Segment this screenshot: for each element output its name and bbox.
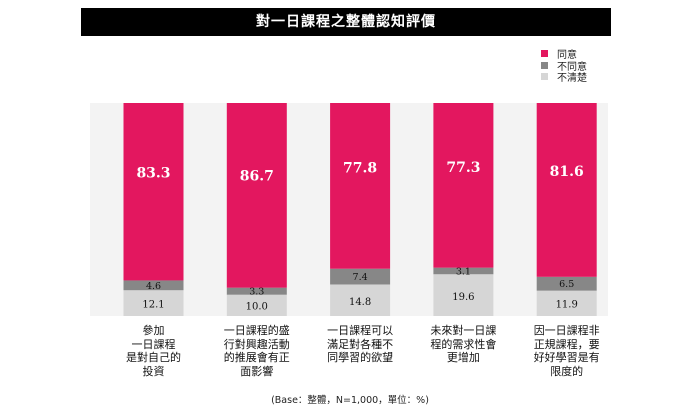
category-label-2: 一日課程的盛 行對興趣活動 的推展會有正 面影響 <box>223 324 290 378</box>
data-label-agree-3: 77.8 <box>343 161 377 177</box>
data-label-unsure-2: 10.0 <box>246 301 268 312</box>
chart-title: 對一日課程之整體認知評價 <box>81 8 611 36</box>
chart-footnote: (Base：整體，N=1,000，單位：%) <box>271 395 429 406</box>
bar-disagree-5 <box>536 276 597 291</box>
bar-agree-1 <box>123 103 184 281</box>
legend-swatch-disagree <box>541 61 548 69</box>
data-label-agree-5: 81.6 <box>550 164 584 180</box>
bar-agree-3 <box>330 103 391 269</box>
legend-label-unsure: 不清楚 <box>557 73 587 85</box>
legend-label-disagree: 不同意 <box>557 61 587 73</box>
data-label-agree-4: 77.3 <box>446 160 480 176</box>
data-label-disagree-5: 6.5 <box>559 279 574 290</box>
bar-disagree-2 <box>226 287 287 295</box>
data-label-unsure-4: 19.6 <box>452 292 474 303</box>
bar-agree-2 <box>226 103 287 288</box>
bar-unsure-1 <box>123 290 184 316</box>
data-label-disagree-3: 7.4 <box>353 272 368 283</box>
bar-unsure-5 <box>536 290 597 316</box>
data-label-unsure-3: 14.8 <box>349 297 371 308</box>
bar-disagree-3 <box>330 268 391 285</box>
bar-disagree-1 <box>123 280 184 291</box>
legend-item-unsure: 不清楚 <box>541 71 587 85</box>
data-label-disagree-4: 3.1 <box>456 266 471 277</box>
bar-unsure-4 <box>433 274 494 316</box>
bar-disagree-4 <box>433 267 494 275</box>
data-label-agree-2: 86.7 <box>240 169 274 185</box>
data-label-unsure-1: 12.1 <box>142 299 164 310</box>
category-label-5: 因一日課程非 正規課程，要 好好學習是有 限度的 <box>533 324 600 378</box>
legend-swatch-unsure <box>541 73 548 81</box>
bar-agree-5 <box>536 103 597 277</box>
data-label-disagree-1: 4.6 <box>146 281 161 292</box>
legend-swatch-agree <box>541 50 548 58</box>
category-label-4: 未來對一日課 程的需求性會 更增加 <box>430 324 497 364</box>
bar-agree-4 <box>433 103 494 268</box>
legend-item-agree: 同意 <box>541 48 587 62</box>
chart-legend: 同意 不同意 不清楚 <box>541 48 587 85</box>
bar-unsure-2 <box>226 294 287 316</box>
data-label-agree-1: 83.3 <box>136 166 170 182</box>
legend-label-agree: 同意 <box>557 50 577 62</box>
bars-group: 12.1 4.6 83.3 10.0 3.3 86.7 14.8 7.4 77.8 19.6 3.1… <box>123 103 597 316</box>
data-label-unsure-5: 11.9 <box>556 300 578 311</box>
category-label-1: 參加 一日課程 是對自己的 投資 <box>126 324 181 378</box>
bar-unsure-3 <box>330 284 391 316</box>
category-label-3: 一日課程可以 滿足對各種不 同學習的欲望 <box>327 324 394 364</box>
data-label-disagree-2: 3.3 <box>249 287 264 298</box>
legend-item-disagree: 不同意 <box>541 60 587 73</box>
